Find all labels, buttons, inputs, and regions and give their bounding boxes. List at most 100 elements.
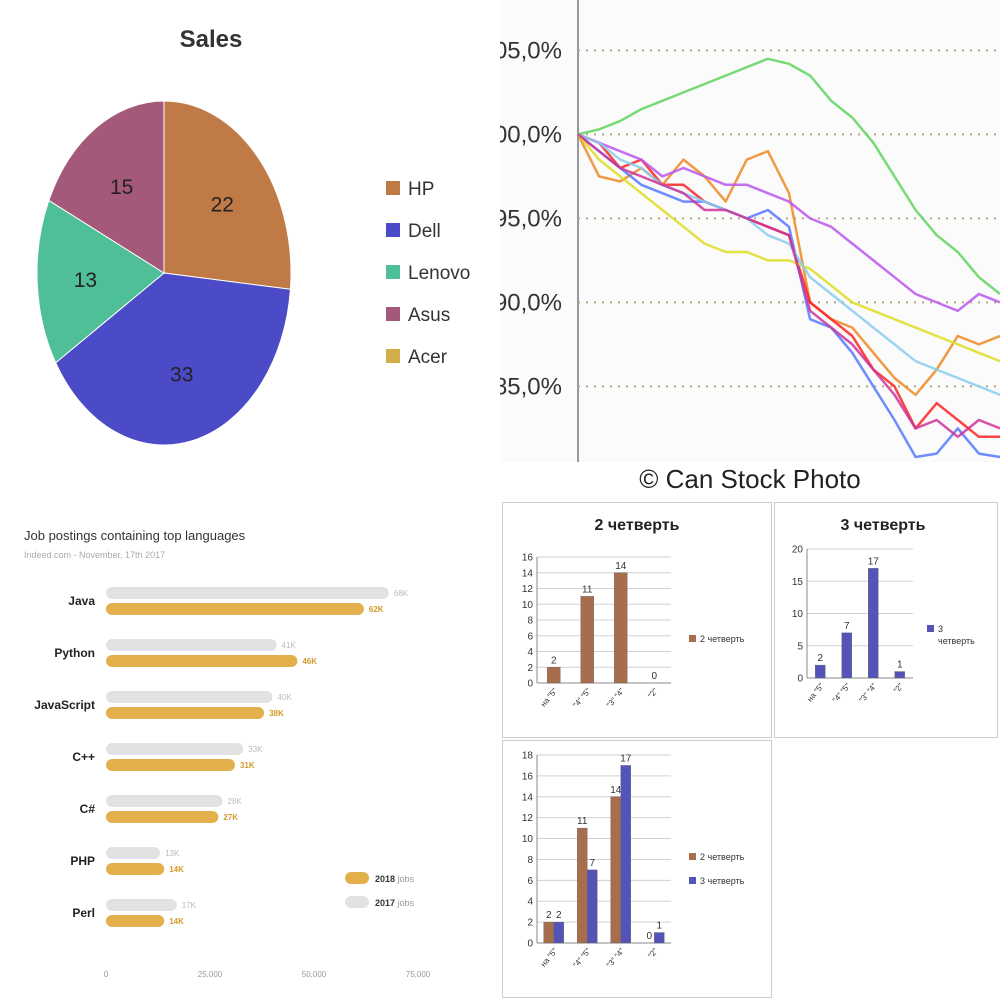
category-label: Python — [54, 646, 95, 660]
bar — [106, 811, 219, 823]
legend-label: 2 четверть — [700, 634, 745, 644]
bar-value-label: 14K — [169, 917, 184, 926]
job-postings-panel: Job postings containing top languages Ind… — [0, 500, 500, 1000]
legend-swatch — [386, 223, 400, 237]
stock-line-chart: 105,0% 100,0% 95,0% 90,0% 85,0% — [500, 0, 1000, 462]
bar — [106, 863, 165, 875]
y-tick-label: 10 — [522, 834, 534, 845]
pie-data-label: 13 — [74, 269, 97, 292]
bar — [620, 765, 631, 944]
bar — [654, 932, 665, 944]
bar-value-label: 17 — [620, 753, 632, 764]
legend-suffix: jobs — [395, 874, 415, 884]
q2-bar-chart: 2 четверть 0 2 4 6 8 10 12 14 16 2 на "5" 11 "4" "5" 1… — [522, 517, 745, 710]
sales-pie-panel: Sales 22 33 13 15 HP Dell Lenovo Asus Acer — [0, 0, 500, 470]
x-tick-label: на "5" — [539, 946, 560, 968]
bar-value-label: 14K — [169, 865, 184, 874]
y-tick-label: 6 — [527, 631, 533, 642]
legend-label: Dell — [408, 221, 441, 242]
bar — [106, 587, 389, 599]
legend-label: 2017 jobs — [375, 898, 415, 908]
y-tick-label: 2 — [527, 918, 533, 929]
sales-pie-chart: Sales 22 33 13 15 HP Dell Lenovo Asus Acer — [36, 26, 470, 446]
pie-data-label: 22 — [211, 194, 234, 217]
y-tick-label: 6 — [527, 876, 533, 887]
legend-year: 2017 — [375, 898, 395, 908]
stock-line-panel: 105,0% 100,0% 95,0% 90,0% 85,0% — [500, 0, 1000, 462]
bar-value-label: 40K — [277, 693, 292, 702]
combined-chart-panel: 0 2 4 6 8 10 12 14 16 18 2 2 на "5" 11 7 "4" "5" 14 17 "3"… — [502, 740, 772, 998]
bar-value-label: 0 — [646, 931, 652, 942]
category-label: Perl — [72, 906, 95, 920]
job-postings-bar-chart: Job postings containing top languages Ind… — [24, 528, 431, 979]
q3-bar-chart: 3 четверть 0 5 10 15 20 2 на "5" 7 "4" "5" 17 "3" "… — [792, 517, 975, 705]
pie-slice — [163, 100, 292, 290]
chart-title: 3 четверть — [841, 517, 926, 534]
q3-chart-panel: 3 четверть 0 5 10 15 20 2 на "5" 7 "4" "5" 17 "3" "… — [774, 502, 998, 738]
legend-label: Acer — [408, 347, 448, 368]
legend-label: четверть — [938, 636, 975, 646]
chart-title: Sales — [180, 26, 243, 53]
watermark-caption: © Can Stock Photo — [639, 464, 861, 494]
legend-label: 3 четверть — [700, 876, 745, 886]
bar — [543, 921, 554, 944]
bar-value-label: 7 — [589, 858, 595, 869]
series-line — [577, 133, 1000, 459]
legend-label: 3 — [938, 624, 943, 634]
x-tick-label: 75,000 — [406, 970, 431, 979]
x-tick-label: "4" "5" — [831, 681, 852, 704]
bar — [841, 632, 852, 679]
legend-year: 2018 — [375, 874, 395, 884]
bar-value-label: 7 — [844, 621, 850, 632]
q2-chart-panel: 2 четверть 0 2 4 6 8 10 12 14 16 2 на "5" 11 "4" "5" 1… — [502, 502, 772, 738]
bar-value-label: 17K — [182, 901, 197, 910]
legend-swatch — [689, 853, 696, 860]
y-tick-label: 18 — [522, 751, 534, 762]
bar — [106, 691, 273, 703]
bar — [106, 915, 165, 927]
y-tick-label: 0 — [527, 679, 533, 690]
x-tick-label: 50,000 — [302, 970, 327, 979]
legend-label: HP — [408, 179, 434, 200]
y-tick-label: 100,0% — [500, 121, 562, 148]
x-tick-label: на "5" — [805, 681, 826, 703]
category-label: C# — [80, 802, 96, 816]
y-tick-label: 20 — [792, 545, 804, 556]
bar-value-label: 13K — [165, 849, 180, 858]
legend-swatch — [927, 625, 934, 632]
category-label: JavaScript — [34, 698, 95, 712]
category-label: C++ — [72, 750, 95, 764]
x-tick-label: "3" "4" — [605, 946, 626, 969]
bar — [577, 827, 588, 944]
series-line — [577, 133, 1000, 439]
y-tick-label: 16 — [522, 771, 534, 782]
bar-value-label: 11 — [577, 816, 588, 827]
bar — [614, 572, 628, 684]
legend-label: Lenovo — [408, 263, 470, 284]
bar — [106, 655, 298, 667]
bar-value-label: 14 — [615, 561, 627, 572]
bar-value-label: 62K — [369, 605, 384, 614]
bar-value-label: 46K — [302, 657, 317, 666]
legend-swatch — [689, 877, 696, 884]
x-tick-label: "2" — [646, 946, 660, 960]
series-line — [577, 57, 1000, 295]
chart-title: Job postings containing top languages — [24, 528, 246, 543]
bar — [868, 568, 879, 679]
y-tick-label: 10 — [522, 600, 534, 611]
series-line — [577, 133, 1000, 439]
bar — [580, 596, 594, 684]
legend-swatch — [345, 872, 369, 884]
bar — [553, 921, 564, 944]
y-tick-label: 4 — [527, 647, 533, 658]
y-tick-label: 0 — [797, 674, 803, 685]
legend-swatch — [386, 349, 400, 363]
series-line — [577, 133, 1000, 313]
legend-swatch — [689, 635, 696, 642]
bar — [106, 639, 277, 651]
bar-value-label: 1 — [656, 921, 662, 932]
x-tick-label: "3" "4" — [857, 681, 878, 704]
bar-value-label: 27K — [223, 813, 238, 822]
y-tick-label: 12 — [522, 813, 534, 824]
